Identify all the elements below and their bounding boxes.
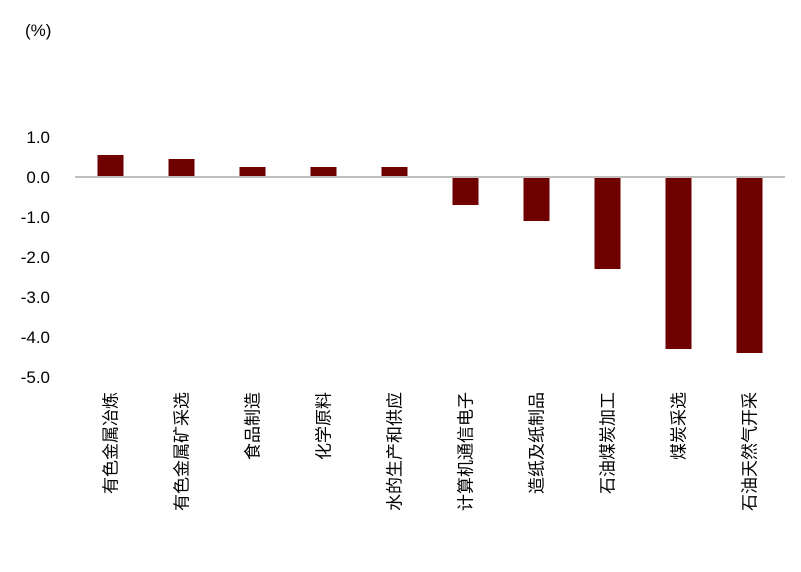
x-category-label: 造纸及纸制品 bbox=[528, 392, 548, 494]
x-category-label: 计算机通信电子 bbox=[457, 392, 477, 511]
x-category-label: 石油煤炭加工 bbox=[599, 392, 619, 494]
x-category-label: 水的生产和供应 bbox=[386, 392, 406, 511]
y-tick-label: 0.0 bbox=[26, 168, 50, 187]
y-tick-label: -5.0 bbox=[21, 368, 50, 387]
x-category-label: 化学原料 bbox=[315, 392, 335, 460]
y-tick-label: -2.0 bbox=[21, 248, 50, 267]
x-category-label: 有色金属冶炼 bbox=[102, 392, 122, 494]
y-axis-unit-label: (%) bbox=[25, 21, 51, 40]
y-tick-label: -1.0 bbox=[21, 208, 50, 227]
x-category-label: 食品制造 bbox=[244, 392, 264, 460]
bar bbox=[310, 167, 337, 177]
bar bbox=[523, 177, 550, 221]
bar bbox=[168, 159, 195, 177]
bar bbox=[594, 177, 621, 269]
y-tick-label: -3.0 bbox=[21, 288, 50, 307]
y-axis-ticks: 1.0 0.0 -1.0 -2.0 -3.0 -4.0 -5.0 bbox=[21, 128, 50, 387]
bar bbox=[239, 167, 266, 177]
category-labels: 有色金属冶炼 有色金属矿采选 食品制造 化学原料 水的生产和供应 计算机通信电子 造纸及纸制… bbox=[102, 392, 761, 511]
bar bbox=[97, 155, 124, 177]
x-category-label: 煤炭采选 bbox=[670, 392, 690, 460]
x-category-label: 石油天然气开采 bbox=[741, 392, 761, 511]
bar bbox=[381, 167, 408, 177]
bar bbox=[665, 177, 692, 349]
bars bbox=[97, 155, 763, 353]
x-category-label: 有色金属矿采选 bbox=[173, 392, 193, 511]
bar bbox=[452, 177, 479, 205]
bar bbox=[736, 177, 763, 353]
y-tick-label: 1.0 bbox=[26, 128, 50, 147]
y-tick-label: -4.0 bbox=[21, 328, 50, 347]
